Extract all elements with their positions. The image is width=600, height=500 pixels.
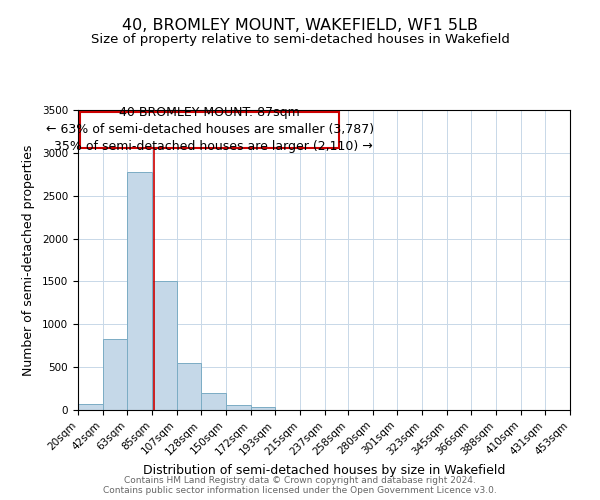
Text: Contains public sector information licensed under the Open Government Licence v3: Contains public sector information licen… [103, 486, 497, 495]
Text: Size of property relative to semi-detached houses in Wakefield: Size of property relative to semi-detach… [91, 32, 509, 46]
FancyBboxPatch shape [80, 112, 340, 148]
Bar [251, 408, 275, 410]
Text: Contains HM Land Registry data © Crown copyright and database right 2024.: Contains HM Land Registry data © Crown c… [124, 476, 476, 485]
Text: 40, BROMLEY MOUNT, WAKEFIELD, WF1 5LB: 40, BROMLEY MOUNT, WAKEFIELD, WF1 5LB [122, 18, 478, 32]
Text: 40 BROMLEY MOUNT: 87sqm
← 63% of semi-detached houses are smaller (3,787)
  35% : 40 BROMLEY MOUNT: 87sqm ← 63% of semi-de… [46, 106, 374, 153]
X-axis label: Distribution of semi-detached houses by size in Wakefield: Distribution of semi-detached houses by … [143, 464, 505, 476]
Bar [201, 394, 226, 410]
Y-axis label: Number of semi-detached properties: Number of semi-detached properties [22, 144, 35, 376]
Bar [226, 405, 251, 410]
Bar [78, 404, 103, 410]
Bar [177, 363, 201, 410]
Bar [152, 282, 177, 410]
Bar [103, 340, 127, 410]
Bar [127, 172, 152, 410]
